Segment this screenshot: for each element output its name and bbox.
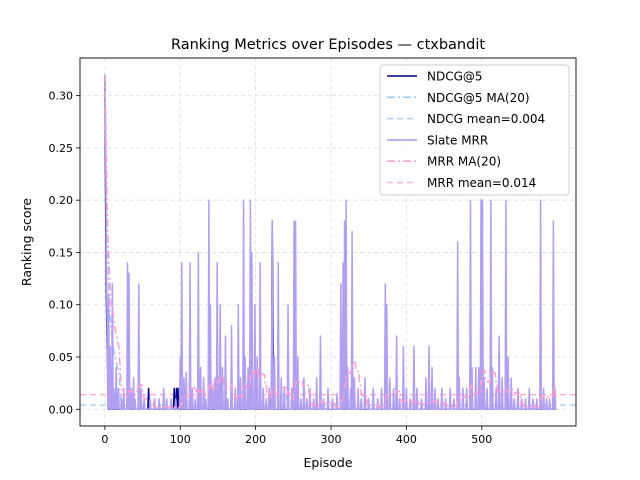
legend-label: Slate MRR xyxy=(427,133,488,147)
legend-label: MRR mean=0.014 xyxy=(427,176,536,190)
series-line-slate-mrr xyxy=(104,74,557,411)
x-axis-label: Episode xyxy=(303,455,352,470)
y-axis-label: Ranking score xyxy=(19,198,34,286)
x-tick-label: 100 xyxy=(170,433,191,446)
chart-title: Ranking Metrics over Episodes — ctxbandi… xyxy=(171,37,485,53)
x-tick-label: 0 xyxy=(101,433,108,446)
x-tick-label: 500 xyxy=(471,433,492,446)
chart-legend: NDCG@5 NDCG@5 MA(20) NDCG mean=0.004 Slate … xyxy=(379,64,570,196)
legend-box xyxy=(379,64,570,196)
plot-frame xyxy=(79,57,577,427)
y-tick-label: 0.30 xyxy=(49,90,74,103)
y-tick-label: 0.25 xyxy=(49,142,74,155)
y-tick-label: 0.05 xyxy=(49,351,74,364)
y-tick-label: 0.10 xyxy=(49,299,74,312)
legend-label: MRR MA(20) xyxy=(427,155,501,169)
y-tick-label: 0.15 xyxy=(49,246,74,259)
y-tick-label: 0.20 xyxy=(49,194,74,207)
x-tick-label: 300 xyxy=(321,433,342,446)
data-layer xyxy=(80,74,576,411)
x-tick-label: 400 xyxy=(396,433,417,446)
legend-label: NDCG@5 xyxy=(427,70,483,84)
x-tick-label: 200 xyxy=(245,433,266,446)
y-tick-label: 0.00 xyxy=(49,403,74,416)
series-line-mrr-ma-20 xyxy=(104,74,557,409)
legend-label: NDCG mean=0.004 xyxy=(427,112,545,126)
tick-layer: 0 100 200 300 400 500 0.00 0.05 0.10 0.15 0.20 0.25… xyxy=(49,90,493,446)
legend-label: NDCG@5 MA(20) xyxy=(427,91,530,105)
